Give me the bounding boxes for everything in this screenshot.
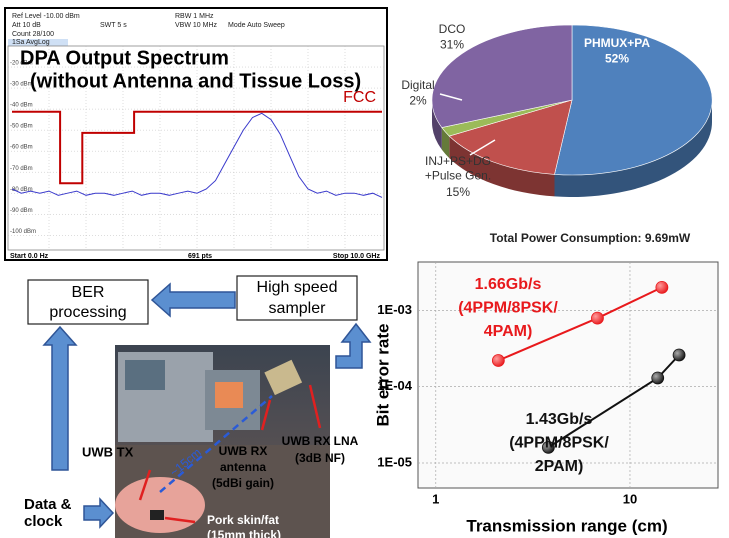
instrument-label: SWT 5 s bbox=[100, 22, 127, 29]
photo-label: UWB RX bbox=[219, 444, 268, 458]
data-point bbox=[591, 312, 603, 324]
pie-label: PHMUX+PA bbox=[584, 36, 650, 50]
photo-label: Pork skin/fat bbox=[207, 513, 279, 527]
instrument-label: Att 10 dB bbox=[12, 22, 41, 29]
y-tick-label: -100 dBm bbox=[10, 229, 36, 235]
instrument-label: VBW 10 MHz bbox=[175, 22, 218, 29]
figure: Ref Level -10.00 dBm RBW 1 MHz Att 10 dB SW… bbox=[0, 0, 729, 538]
instrument-label: Mode Auto Sweep bbox=[228, 22, 285, 29]
box-label: sampler bbox=[269, 300, 327, 317]
input-label: Data & bbox=[24, 496, 72, 513]
series-label: (4PPM/8PSK/ bbox=[458, 300, 558, 317]
instrument-label: RBW 1 MHz bbox=[175, 13, 214, 20]
x-tick-label: Stop 10.0 GHz bbox=[333, 253, 381, 260]
data-point bbox=[673, 349, 685, 361]
y-tick-label: -50 dBm bbox=[10, 124, 33, 130]
chart-title: DPA Output Spectrum bbox=[20, 47, 229, 69]
chart-title: (without Antenna and Tissue Loss) bbox=[30, 70, 361, 92]
pie-value-label: 52% bbox=[605, 52, 629, 66]
ber-plot-area bbox=[418, 262, 718, 488]
x-tick-label: 1 bbox=[432, 491, 439, 506]
photo-label: (5dBi gain) bbox=[212, 476, 274, 490]
series-label: (4PPM/8PSK/ bbox=[509, 435, 609, 452]
y-tick-label: -90 dBm bbox=[10, 208, 33, 214]
photo-label: UWB TX bbox=[82, 444, 134, 459]
y-tick-label: 1E-05 bbox=[377, 454, 412, 469]
pie-value-label: 15% bbox=[446, 185, 470, 199]
series-label: 2PAM) bbox=[535, 458, 584, 475]
box-label: BER bbox=[72, 284, 105, 301]
photo-label: antenna bbox=[220, 460, 266, 474]
series-label: 1.66Gb/s bbox=[475, 276, 542, 293]
pie-value-label: 31% bbox=[440, 38, 464, 52]
photo-label: UWB RX LNA bbox=[282, 434, 359, 448]
pie-label: INJ+PS+DG+Pulse Gen. bbox=[425, 154, 491, 182]
photo-label: (15mm thick) bbox=[207, 528, 281, 538]
pie-label: DCO bbox=[439, 22, 466, 36]
x-axis-label: Transmission range (cm) bbox=[466, 516, 667, 535]
instrument-label: Ref Level -10.00 dBm bbox=[12, 13, 80, 20]
photo-label: (3dB NF) bbox=[295, 451, 345, 465]
pie-value-label: 2% bbox=[409, 94, 427, 108]
series-label: 1.43Gb/s bbox=[526, 411, 593, 428]
y-axis-label: Bit error rate bbox=[373, 324, 392, 427]
x-tick-label: Start 0.0 Hz bbox=[10, 253, 49, 260]
data-point bbox=[652, 372, 664, 384]
pie-label: Digital bbox=[401, 78, 434, 92]
points-label: 691 pts bbox=[188, 253, 212, 260]
box-label: High speed bbox=[257, 279, 338, 296]
box-label: processing bbox=[49, 304, 126, 321]
y-tick-label: 1E-03 bbox=[377, 302, 412, 317]
input-label: clock bbox=[24, 513, 63, 530]
y-tick-label: -70 dBm bbox=[10, 166, 33, 172]
y-tick-label: -40 dBm bbox=[10, 103, 33, 109]
data-point bbox=[492, 355, 504, 367]
pie-caption: Total Power Consumption: 9.69mW bbox=[490, 231, 691, 245]
x-tick-label: 10 bbox=[623, 491, 637, 506]
y-tick-label: -60 dBm bbox=[10, 145, 33, 151]
series-label: 4PAM) bbox=[484, 323, 533, 340]
data-point bbox=[656, 281, 668, 293]
instrument-label: 1Sa AvgLog bbox=[12, 39, 50, 46]
instrument-label: Count 28/100 bbox=[12, 31, 54, 38]
